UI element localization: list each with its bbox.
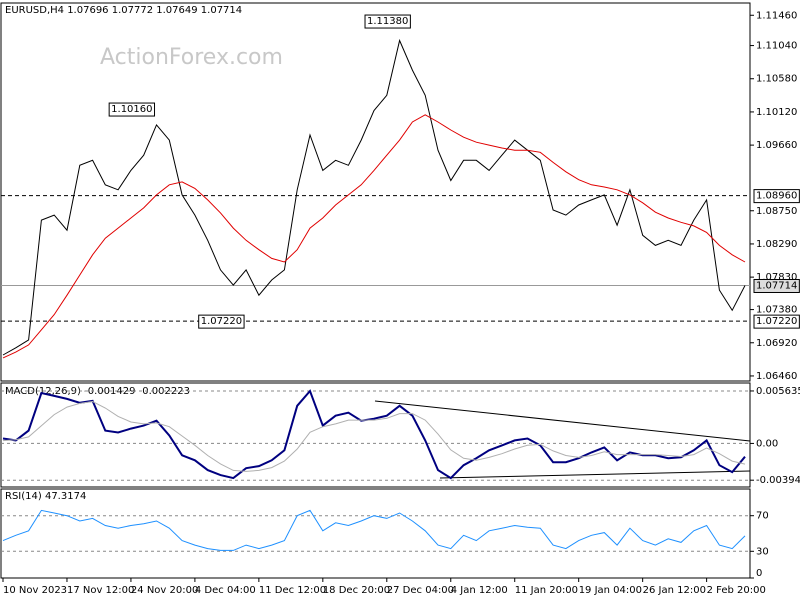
- peak-label: 1.10160: [111, 104, 152, 115]
- x-tick-label: 10 Nov 2023: [3, 585, 67, 596]
- level-label: 1.08960: [756, 191, 797, 202]
- last-price-label-box: [753, 278, 800, 293]
- x-tick-label: 2 Feb 20:00: [707, 585, 766, 596]
- y-tick-label: 1.07380: [756, 305, 797, 316]
- rsi-panel: [0, 488, 751, 579]
- x-tick-label: 11 Jan 20:00: [515, 585, 578, 596]
- y-tick-label: 1.11460: [756, 10, 797, 21]
- series-line: [2, 389, 746, 480]
- peak-label: 1.07220: [201, 316, 242, 327]
- peak-label-box: [364, 14, 411, 29]
- series-line: [2, 509, 746, 551]
- y-tick-label: 30: [756, 546, 769, 557]
- rsi-header: RSI(14) 47.3174: [5, 491, 86, 502]
- y-tick-label: 1.09660: [756, 140, 797, 151]
- y-tick-label: 1.07830: [756, 272, 797, 283]
- y-tick-label: 70: [756, 511, 769, 522]
- y-tick-label: 1.10580: [756, 74, 797, 85]
- x-tick-label: 19 Jan 04:00: [579, 585, 642, 596]
- price-panel: [0, 2, 751, 382]
- trend-line: [374, 400, 751, 442]
- peak-label: 1.11380: [367, 16, 408, 27]
- series-line: [2, 114, 746, 359]
- y-tick-label: 1.06460: [756, 371, 797, 382]
- x-tick-label: 11 Dec 12:00: [259, 585, 326, 596]
- x-tick-label: 26 Jan 12:00: [643, 585, 706, 596]
- y-tick-label: 0.005635: [756, 386, 800, 397]
- y-tick-label: 1.06920: [756, 338, 797, 349]
- y-tick-label: 1.11040: [756, 41, 797, 52]
- y-tick-label: 1.10120: [756, 107, 797, 118]
- y-tick-label: -0.003949: [756, 475, 800, 486]
- level-label-box: [753, 314, 800, 329]
- x-tick-label: 4 Dec 04:00: [195, 585, 256, 596]
- price-header: EURUSD,H4 1.07696 1.07772 1.07649 1.0771…: [5, 5, 242, 16]
- x-tick-label: 18 Dec 20:00: [323, 585, 390, 596]
- watermark: ActionForex.com: [100, 45, 283, 70]
- series-line: [2, 400, 746, 472]
- y-tick-label: 1.08750: [756, 206, 797, 217]
- x-tick-label: 24 Nov 20:00: [131, 585, 198, 596]
- y-tick-label: 0.00: [756, 438, 778, 449]
- x-tick-label: 4 Jan 12:00: [451, 585, 508, 596]
- last-price-label: 1.07714: [756, 280, 797, 291]
- peak-label-box: [108, 102, 156, 117]
- x-tick-label: 17 Nov 12:00: [67, 585, 134, 596]
- x-tick-label: 27 Dec 04:00: [387, 585, 454, 596]
- level-label: 1.07220: [756, 316, 797, 327]
- macd-panel: [0, 382, 751, 488]
- macd-header: MACD(12,26,9) -0.001429 -0.002223: [5, 386, 190, 397]
- trend-line: [439, 470, 751, 479]
- y-tick-label: 0: [756, 568, 762, 579]
- series-line: [2, 38, 746, 356]
- level-label-box: [753, 189, 800, 204]
- y-tick-label: 1.08290: [756, 239, 797, 250]
- peak-label-box: [198, 314, 245, 329]
